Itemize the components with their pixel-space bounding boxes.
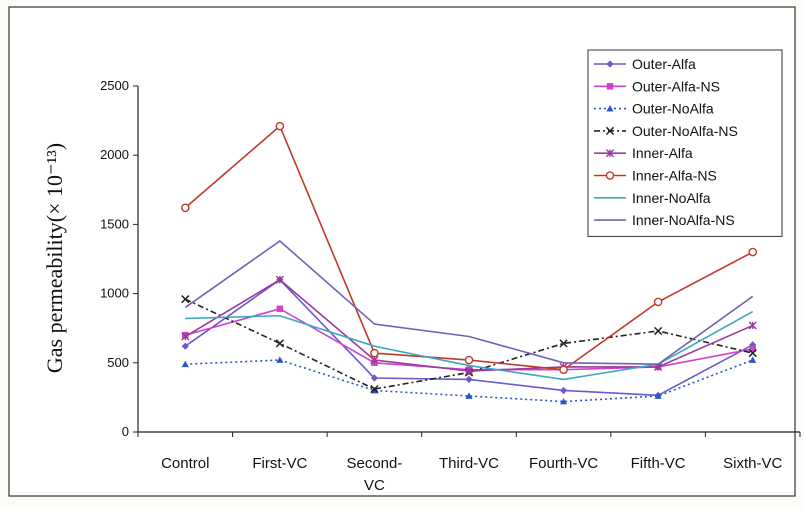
data-point bbox=[748, 247, 758, 257]
legend-item: Outer-Alfa-NS bbox=[594, 78, 720, 94]
x-tick-label: VC bbox=[364, 477, 385, 494]
data-point bbox=[181, 360, 189, 368]
data-point bbox=[559, 397, 568, 405]
data-point bbox=[465, 375, 473, 384]
data-point bbox=[276, 305, 284, 313]
y-tick-label: 1500 bbox=[100, 216, 129, 231]
x-tick-label: First-VC bbox=[252, 455, 307, 472]
x-tick-label: Third-VC bbox=[439, 455, 499, 472]
y-tick-label: 1000 bbox=[100, 286, 129, 301]
data-point bbox=[464, 367, 474, 376]
legend-marker bbox=[605, 149, 615, 158]
data-point bbox=[654, 392, 662, 399]
data-point bbox=[276, 356, 284, 363]
x-tick-label: Sixth-VC bbox=[723, 455, 782, 472]
y-tick-label: 2000 bbox=[100, 147, 129, 162]
legend-marker bbox=[606, 60, 614, 68]
legend-label: Outer-NoAlfa bbox=[632, 101, 714, 117]
data-point bbox=[370, 355, 379, 365]
data-point bbox=[654, 326, 663, 336]
legend-label: Outer-Alfa-NS bbox=[632, 78, 720, 94]
series-inner-noalfa-ns bbox=[184, 239, 754, 365]
series-outer-noalfa-ns bbox=[181, 295, 757, 394]
x-tick-label: Fifth-VC bbox=[631, 455, 686, 472]
data-point bbox=[559, 386, 568, 395]
axes: 0 500 1000 1500 2000 2500 Control First-VC Secon… bbox=[100, 78, 801, 494]
series-inner-alfa-ns bbox=[180, 121, 758, 375]
x-tick-label: Fourth-VC bbox=[529, 455, 598, 472]
legend-marker bbox=[606, 105, 614, 112]
legend-item: Inner-NoAlfa bbox=[594, 190, 711, 206]
legend-item: Outer-Alfa bbox=[594, 56, 696, 72]
legend-label: Inner-Alfa-NS bbox=[632, 168, 717, 184]
series-outer-noalfa bbox=[181, 356, 757, 405]
data-point bbox=[275, 275, 284, 284]
y-tick-label: 500 bbox=[107, 355, 129, 370]
data-point bbox=[559, 339, 568, 348]
series-line bbox=[184, 239, 754, 365]
x-tick-label: Control bbox=[161, 455, 209, 472]
data-point bbox=[180, 203, 190, 213]
legend-label: Outer-Alfa bbox=[632, 56, 696, 72]
data-point bbox=[370, 348, 379, 358]
x-tick-label: Second- bbox=[346, 455, 402, 472]
legend-item: Outer-NoAlfa bbox=[594, 101, 714, 117]
data-point bbox=[181, 295, 190, 304]
legend-label: Outer-NoAlfa-NS bbox=[632, 123, 738, 139]
legend-label: Inner-NoAlfa bbox=[632, 190, 711, 206]
legend-label: Inner-NoAlfa-NS bbox=[632, 212, 735, 228]
y-tick-label: 2500 bbox=[100, 78, 129, 93]
legend-label: Inner-Alfa bbox=[632, 145, 693, 161]
legend-item: Inner-NoAlfa-NS bbox=[594, 212, 735, 228]
data-point bbox=[559, 365, 568, 375]
legend-box bbox=[587, 49, 783, 237]
data-point bbox=[370, 384, 379, 394]
legend: Outer-Alfa Outer-Alfa-NS Outer-NoAlfa Outer… bbox=[587, 49, 783, 237]
data-point bbox=[749, 345, 756, 353]
data-point bbox=[181, 342, 189, 350]
data-point bbox=[748, 321, 757, 330]
data-point bbox=[370, 374, 379, 382]
legend-item: Outer-NoAlfa-NS bbox=[594, 123, 738, 139]
series-layer bbox=[180, 121, 758, 405]
legend-marker bbox=[606, 83, 614, 90]
data-point bbox=[464, 355, 474, 365]
y-tick-label: 0 bbox=[122, 424, 129, 439]
data-point bbox=[275, 339, 284, 348]
legend-item: Inner-Alfa-NS bbox=[594, 168, 717, 184]
y-axis-label: Gas permeability(× 10⁻¹³) bbox=[42, 143, 67, 373]
data-point bbox=[749, 356, 757, 363]
legend-item: Inner-Alfa bbox=[594, 145, 693, 161]
data-point bbox=[181, 332, 190, 341]
data-point bbox=[748, 348, 757, 358]
legend-marker bbox=[605, 126, 615, 136]
data-point bbox=[465, 392, 473, 399]
legend-marker bbox=[605, 171, 615, 180]
data-point bbox=[653, 297, 663, 307]
data-point bbox=[275, 121, 285, 131]
